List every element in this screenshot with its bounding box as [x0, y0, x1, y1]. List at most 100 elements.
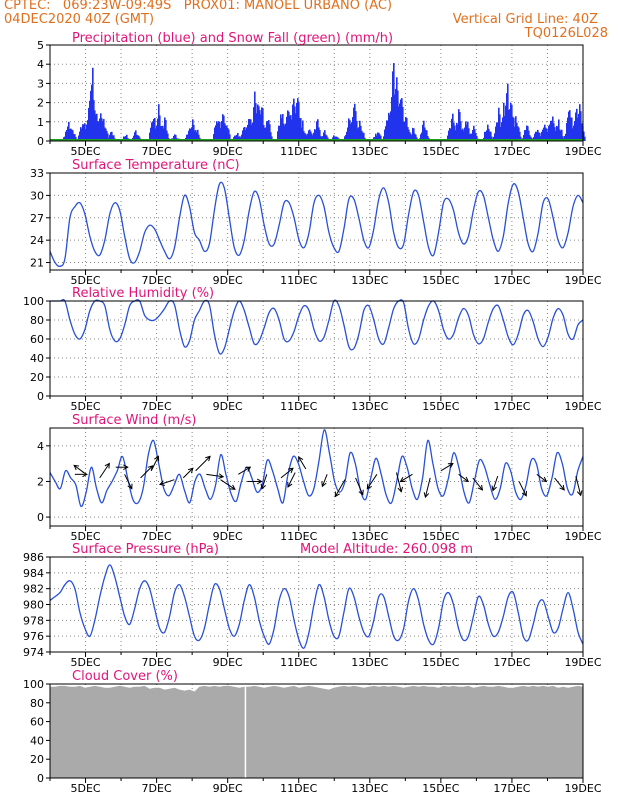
- precip-bar: [486, 130, 488, 141]
- precip-bar: [238, 136, 240, 141]
- wind-arrow-head: [287, 467, 294, 474]
- precip-bar: [150, 127, 152, 141]
- precip-bar: [98, 121, 100, 141]
- wind-arrow: [124, 474, 133, 489]
- precip-bar: [362, 132, 364, 141]
- precip-bar: [454, 125, 456, 141]
- precip-bar: [547, 131, 549, 141]
- precip-bar: [287, 110, 289, 141]
- y-tick-label: 27: [30, 212, 44, 225]
- series-line: [49, 564, 584, 649]
- precip-bar: [88, 107, 90, 141]
- y-tick-label: 974: [23, 646, 44, 659]
- wind-arrow: [536, 473, 547, 482]
- panel-title: Surface Pressure (hPa): [72, 542, 219, 557]
- x-tick-label: 19DEC: [564, 656, 601, 669]
- precip-bar: [219, 122, 221, 141]
- precip-bar: [514, 126, 516, 141]
- precip-bar: [421, 132, 423, 141]
- wind-arrow: [321, 474, 328, 487]
- precip-bar: [187, 134, 189, 141]
- wind-arrow-head: [287, 481, 293, 488]
- precip-bar: [384, 129, 386, 141]
- precip-bar: [497, 122, 499, 141]
- wind-arrow-head: [334, 491, 340, 498]
- precip-bar: [541, 131, 543, 141]
- precip-bar: [509, 109, 511, 141]
- precip-bar: [403, 121, 405, 141]
- y-tick-label: 986: [23, 551, 44, 564]
- x-tick-label: 19DEC: [564, 145, 601, 158]
- precip-bar: [285, 123, 287, 141]
- precip-bar: [572, 128, 574, 141]
- precip-bar: [345, 135, 347, 141]
- y-tick-label: 978: [23, 614, 44, 627]
- precip-bar: [321, 136, 323, 141]
- precip-bar: [167, 133, 169, 141]
- precip-bar: [449, 128, 451, 141]
- precip-bar: [124, 136, 126, 141]
- x-tick-label: 11DEC: [280, 530, 317, 543]
- precip-bar: [575, 112, 577, 141]
- precip-bar: [136, 134, 138, 141]
- precip-bar: [197, 129, 199, 141]
- precip-bar: [94, 110, 96, 141]
- precip-bar: [259, 110, 261, 141]
- precip-bar: [291, 119, 293, 141]
- precip-bar: [161, 125, 163, 141]
- precip-bar: [516, 122, 518, 141]
- precip-bar: [383, 136, 385, 141]
- precip-bar: [315, 130, 317, 141]
- precip-bar: [552, 116, 554, 141]
- precip-bar: [388, 112, 390, 141]
- wind-arrow-head: [321, 481, 327, 488]
- precip-bar: [525, 130, 527, 141]
- precip-bar: [113, 135, 115, 141]
- precip-bar: [101, 118, 103, 141]
- precip-bar: [326, 135, 328, 141]
- precip-bar: [68, 121, 70, 141]
- precip-bar: [237, 132, 239, 141]
- y-tick-label: 24: [30, 234, 44, 247]
- precip-bar: [151, 122, 153, 141]
- precip-bar: [554, 127, 556, 141]
- y-tick-label: 976: [23, 630, 44, 643]
- precip-bar: [83, 124, 85, 141]
- precip-bar: [545, 127, 547, 141]
- precip-bar: [502, 117, 504, 141]
- precip-bar: [288, 111, 290, 141]
- y-tick-label: 20: [30, 753, 44, 766]
- wind-arrow-head: [123, 464, 129, 471]
- precip-bar: [549, 124, 551, 141]
- precip-bar: [251, 124, 253, 141]
- precip-bar: [501, 122, 503, 141]
- panel-title: Cloud Cover (%): [72, 669, 178, 684]
- wind-arrow-head: [477, 484, 484, 491]
- precip-bar: [515, 116, 517, 141]
- precip-bar: [250, 119, 252, 141]
- precip-bar: [80, 127, 82, 141]
- precip-bar: [162, 125, 164, 141]
- precip-bar: [528, 130, 530, 141]
- precip-bar: [192, 119, 194, 141]
- precip-bar: [166, 130, 168, 141]
- precip-bar: [245, 129, 247, 141]
- precip-bar: [138, 135, 140, 141]
- precip-bar: [535, 131, 537, 141]
- precip-bar: [320, 135, 322, 141]
- y-tick-label: 980: [23, 599, 44, 612]
- precip-bar: [85, 129, 87, 141]
- precip-bar: [380, 135, 382, 141]
- precip-bar: [317, 119, 319, 141]
- y-tick-label: 1: [37, 116, 44, 129]
- precip-bar: [467, 121, 469, 141]
- panel-frame: [49, 172, 584, 271]
- x-tick-label: 13DEC: [351, 530, 388, 543]
- cloud-area: [50, 685, 583, 778]
- precip-bar: [453, 122, 455, 141]
- wind-arrow-head: [399, 476, 406, 483]
- precip-bar: [396, 77, 398, 141]
- precip-bar: [284, 125, 286, 141]
- precip-bar: [394, 94, 396, 141]
- header-grid-line: Vertical Grid Line: 40Z: [452, 12, 598, 27]
